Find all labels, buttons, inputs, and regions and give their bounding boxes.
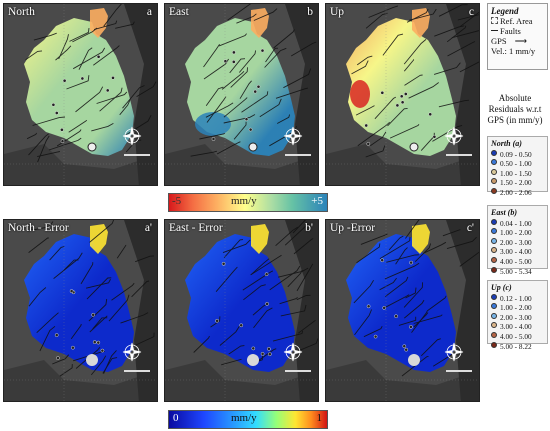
- panel-letter: b: [307, 6, 313, 18]
- gps-label: GPS: [491, 36, 507, 46]
- map-panel-up: Up c: [325, 3, 480, 186]
- ref-area-label: Ref. Area: [500, 16, 533, 26]
- legend-faults: Faults: [491, 26, 544, 36]
- gps-group-heading: Up (c): [491, 283, 512, 292]
- map-panel-north-error: North - Error a': [3, 219, 158, 402]
- gps-range-row: 1.00 - 2.00: [491, 228, 545, 238]
- map-panel-up-error: Up -Error c': [325, 219, 480, 402]
- legend-vel: Vel.: 1 mm/y: [491, 46, 536, 56]
- gps-dot-icon: [491, 293, 497, 300]
- map-panel-east: East b: [164, 3, 319, 186]
- gps-range-row: 1.50 - 2.00: [491, 178, 545, 188]
- map-graphic: [165, 220, 318, 401]
- gps-group-east: East (b) 0.04 - 1.00 1.00 - 2.00 2.00 - …: [487, 205, 548, 276]
- colorbar-max-label: 1: [316, 412, 323, 424]
- gps-range-row: 1.00 - 2.00: [491, 303, 545, 313]
- gps-range-row: 3.00 - 4.00: [491, 247, 545, 257]
- gps-range-row: 2.00 - 2.06: [491, 187, 545, 198]
- gps-dot-icon: [491, 341, 497, 348]
- gps-dot-icon: [491, 331, 497, 338]
- gps-range-row: 3.00 - 4.00: [491, 322, 545, 332]
- gps-range-row: 0.50 - 1.00: [491, 159, 545, 169]
- gps-range-row: 0.12 - 1.00: [491, 293, 545, 304]
- panel-title: East: [169, 6, 189, 18]
- colorbar-min-label: 0: [173, 412, 179, 424]
- gps-range-row: 1.00 - 1.50: [491, 168, 545, 179]
- velocity-colorbar: -5 mm/y +5: [168, 193, 328, 212]
- map-graphic: [4, 4, 157, 185]
- colorbar-max-label: +5: [311, 195, 323, 207]
- colorbar-unit-label: mm/y: [231, 412, 257, 424]
- panel-title: Up: [330, 6, 345, 18]
- ref-area-swatch: [491, 17, 498, 24]
- gps-group-up: Up (c) 0.12 - 1.00 1.00 - 2.00 2.00 - 3.…: [487, 280, 548, 351]
- panel-title: Up -Error: [330, 222, 376, 234]
- panel-title: North - Error: [8, 222, 69, 234]
- fault-line-icon: [491, 30, 498, 31]
- legend-title: Legend: [491, 6, 519, 16]
- gps-dot-icon: [491, 218, 497, 225]
- gps-dot-icon: [491, 168, 497, 175]
- legend-gps: GPS ⟶: [491, 36, 544, 46]
- residuals-title-line: GPS (in mm/y): [487, 115, 543, 125]
- panel-letter: a: [146, 6, 152, 18]
- map-graphic: [326, 220, 479, 401]
- panel-letter: c': [466, 222, 474, 234]
- gps-group-heading: North (a): [491, 139, 522, 148]
- map-graphic: [165, 4, 318, 185]
- colorbar-min-label: -5: [172, 195, 182, 207]
- gps-arrow-icon: ⟶: [514, 36, 527, 46]
- gps-range-row: 5.00 - 8.22: [491, 341, 545, 352]
- gps-dot-icon: [491, 303, 497, 310]
- error-colorbar: 0 mm/y 1: [168, 410, 328, 429]
- gps-dot-icon: [491, 159, 497, 166]
- gps-group-north: North (a) 0.09 - 0.50 0.50 - 1.00 1.00 -…: [487, 136, 548, 197]
- residuals-title: Absolute Residuals w.r.t GPS (in mm/y): [480, 93, 550, 126]
- panel-letter: a': [144, 222, 152, 234]
- residuals-title-line: Residuals w.r.t: [488, 104, 542, 114]
- gps-range-row: 2.00 - 3.00: [491, 312, 545, 323]
- map-graphic: [4, 220, 157, 401]
- gps-dot-icon: [491, 247, 497, 254]
- panel-title: North: [8, 6, 35, 18]
- gps-dot-icon: [491, 266, 497, 273]
- residuals-title-line: Absolute: [498, 93, 532, 103]
- gps-dot-icon: [491, 187, 497, 194]
- gps-dot-icon: [491, 149, 497, 156]
- panel-title: East - Error: [169, 222, 223, 234]
- map-graphic: [326, 4, 479, 185]
- gps-dot-icon: [491, 312, 497, 319]
- gps-dot-icon: [491, 228, 497, 235]
- gps-dot-icon: [491, 322, 497, 329]
- gps-dot-icon: [491, 178, 497, 185]
- panel-letter: b': [305, 222, 313, 234]
- gps-range-row: 0.09 - 0.50: [491, 149, 545, 160]
- map-legend: Legend Ref. Area Faults GPS ⟶ Vel.: 1 mm…: [487, 3, 548, 70]
- legend-ref-area: Ref. Area: [491, 16, 544, 26]
- gps-range-row: 0.04 - 1.00: [491, 218, 545, 229]
- gps-range-row: 5.00 - 5.34: [491, 266, 545, 277]
- gps-range-row: 2.00 - 3.00: [491, 237, 545, 248]
- faults-label: Faults: [500, 26, 521, 36]
- gps-range-row: 4.00 - 5.00: [491, 256, 545, 267]
- gps-group-heading: East (b): [491, 208, 517, 217]
- gps-dot-icon: [491, 256, 497, 263]
- gps-dot-icon: [491, 237, 497, 244]
- map-panel-north: North a: [3, 3, 158, 186]
- colorbar-unit-label: mm/y: [231, 195, 257, 207]
- map-panel-east-error: East - Error b': [164, 219, 319, 402]
- panel-letter: c: [468, 6, 474, 18]
- gps-range-row: 4.00 - 5.00: [491, 331, 545, 342]
